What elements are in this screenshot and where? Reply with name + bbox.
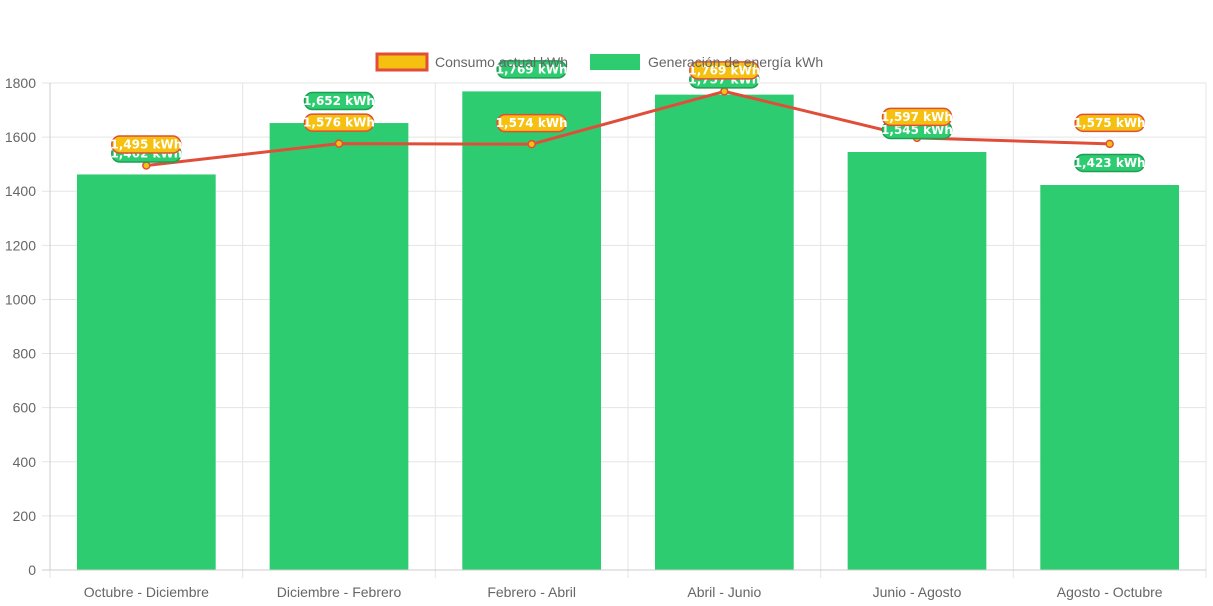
y-tick-label: 200 (13, 508, 37, 524)
x-tick-label: Diciembre - Febrero (277, 584, 402, 600)
y-tick-label: 0 (28, 562, 36, 578)
line-value-label: 1,574 kWh (496, 116, 568, 130)
line-value-label: 1,597 kWh (881, 110, 953, 124)
bar-value-label: 1,769 kWh (496, 62, 568, 76)
y-tick-label: 1000 (5, 291, 36, 307)
line-value-label-badge (303, 113, 375, 132)
y-tick-label: 1400 (5, 183, 36, 199)
line-value-label-badge (689, 61, 760, 80)
line-point[interactable] (720, 87, 729, 96)
bar[interactable] (76, 174, 216, 570)
legend-swatch-generacion[interactable] (590, 54, 640, 70)
legend-label-generacion[interactable]: Generación de energía kWh (648, 54, 823, 70)
line-value-label: 1,769 kWh (688, 63, 760, 77)
y-tick-label: 800 (13, 346, 37, 362)
bar[interactable] (1040, 184, 1180, 570)
line-point[interactable] (527, 139, 536, 149)
line-point[interactable] (1105, 139, 1114, 149)
bar-value-label-badge (1074, 153, 1145, 173)
line-value-label-badge (1074, 113, 1145, 133)
bar[interactable] (269, 123, 409, 570)
legend[interactable]: Consumo actual kWh Generación de energía… (375, 52, 823, 72)
line-value-label: 1,576 kWh (303, 116, 375, 130)
legend-label-consumo[interactable]: Consumo actual kWh (435, 54, 568, 70)
line-value-label-badge (111, 135, 182, 154)
y-tick-label: 1600 (5, 129, 36, 145)
line-point[interactable] (142, 161, 151, 170)
line-value-label-badge (881, 107, 953, 127)
y-tick-label: 400 (13, 454, 37, 470)
bar-value-label-badge (303, 91, 375, 111)
y-tick-label: 1800 (5, 75, 36, 91)
y-tick-label: 600 (13, 400, 37, 416)
x-tick-label: Junio - Agosto (873, 584, 962, 600)
bar[interactable] (847, 151, 987, 570)
line-value-label-badge (496, 113, 567, 133)
bar[interactable] (462, 91, 602, 571)
line-value-label: 1,575 kWh (1074, 116, 1146, 130)
x-tick-label: Febrero - Abril (487, 584, 576, 600)
line-value-label: 1,495 kWh (110, 138, 182, 152)
bar-value-label: 1,423 kWh (1074, 156, 1146, 170)
legend-swatch-consumo[interactable] (375, 52, 429, 72)
bar-value-label: 1,652 kWh (303, 94, 375, 108)
y-tick-label: 1200 (5, 237, 36, 253)
axes: 0 200 400 600 800 1000 1200 1400 1600 1800 Octubre… (5, 75, 1206, 600)
x-tick-label: Octubre - Diciembre (84, 584, 209, 600)
bar-series (76, 91, 1180, 571)
line-point[interactable] (334, 139, 344, 148)
bar[interactable] (654, 94, 794, 571)
line-path (146, 89, 1110, 168)
bar-value-label: 1,545 kWh (881, 123, 953, 137)
x-tick-label: Abril - Junio (687, 584, 761, 600)
x-tick-label: Agosto - Octubre (1057, 584, 1163, 600)
bar-value-label-badge (496, 60, 567, 79)
